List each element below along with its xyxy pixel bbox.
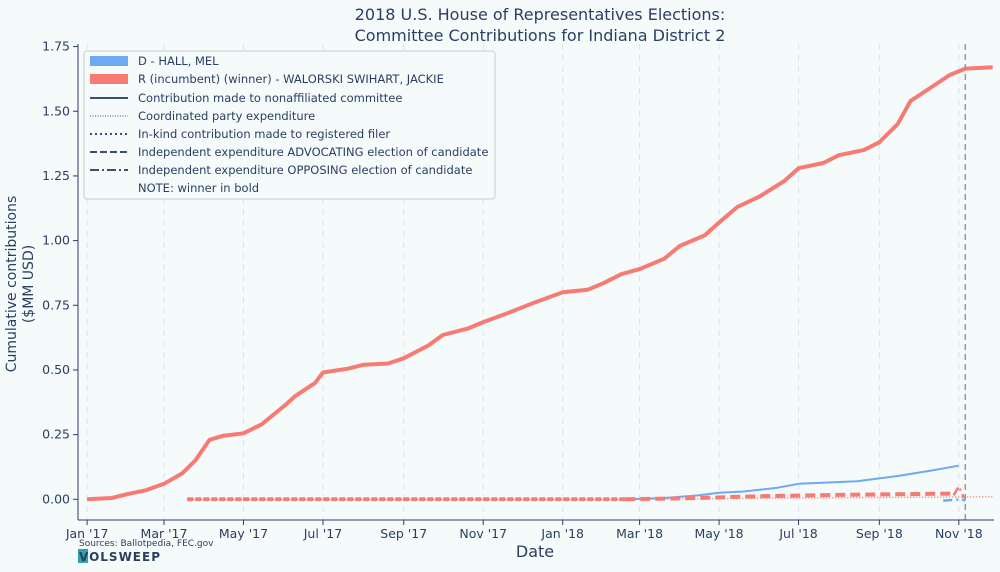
y-tick-label: 1.00 [42,233,70,248]
x-axis-label: Date [516,542,554,561]
x-tick-label: Sep '17 [380,526,427,541]
legend-label-rep: R (incumbent) (winner) - WALORSKI SWIHAR… [138,72,444,86]
x-axis-ticks: Jan '17 Mar '17 May '17 Jul '17 Sep '17 Nov '… [65,520,983,541]
legend-label-dotted: In-kind contribution made to registered … [138,127,390,141]
plot-frame [77,44,994,521]
series-line-0 [86,65,993,502]
x-tick-label: Jul '17 [303,526,342,541]
x-tick-label: Nov '18 [935,526,983,541]
legend-swatch-rep [90,74,128,84]
legend: D - HALL, MEL R (incumbent) (winner) - W… [83,50,496,200]
x-tick-label: May '17 [219,526,268,541]
series-line-6 [943,498,966,502]
x-tick-label: Jan '17 [65,526,109,541]
series-line-4 [625,495,993,501]
y-tick-label: 0.75 [42,297,70,312]
y-tick-label: 0.50 [42,362,70,377]
x-tick-label: Jan '18 [540,526,584,541]
y-tick-label: 0.25 [42,427,70,442]
x-tick-label: Mar '18 [616,526,663,541]
legend-box [83,50,496,200]
series-layer [86,65,993,502]
x-tick-label: Mar '17 [141,526,188,541]
series-line-5 [952,485,966,499]
y-axis-label-line-2: ($MM USD) [21,245,37,323]
y-axis-ticks: 0.00 0.25 0.50 0.75 1.00 1.25 1.50 1.75 [42,39,78,506]
brand-text: VOLSWEEP [79,550,161,564]
x-tick-label: Nov '17 [459,526,507,541]
legend-label-dashed: Independent expenditure ADVOCATING elect… [138,145,488,159]
y-tick-label: 1.25 [42,168,70,183]
legend-label-dashdot: Independent expenditure OPPOSING electio… [138,163,472,177]
y-axis-label-line-1: Cumulative contributions [4,196,20,373]
legend-label-fine-dotted: Coordinated party expenditure [138,109,315,123]
chart-title-line-1: 2018 U.S. House of Representatives Elect… [355,5,726,24]
brand-logo-box [78,549,88,563]
legend-label-dem: D - HALL, MEL [138,54,219,68]
x-tick-label: Jul '18 [778,526,817,541]
legend-note: NOTE: winner in bold [138,181,259,195]
legend-label-solid: Contribution made to nonaffiliated commi… [138,91,402,105]
y-tick-label: 1.75 [42,39,70,54]
sources-text: Sources: Ballotpedia, FEC.gov [79,539,214,549]
x-tick-label: May '18 [694,526,743,541]
chart-title-line-2: Committee Contributions for Indiana Dist… [355,26,726,45]
y-tick-label: 0.00 [42,491,70,506]
brand-logo: VOLSWEEP [78,549,161,564]
legend-swatch-dem [90,56,128,66]
x-tick-label: Sep '18 [856,526,903,541]
y-tick-label: 1.50 [42,103,70,118]
